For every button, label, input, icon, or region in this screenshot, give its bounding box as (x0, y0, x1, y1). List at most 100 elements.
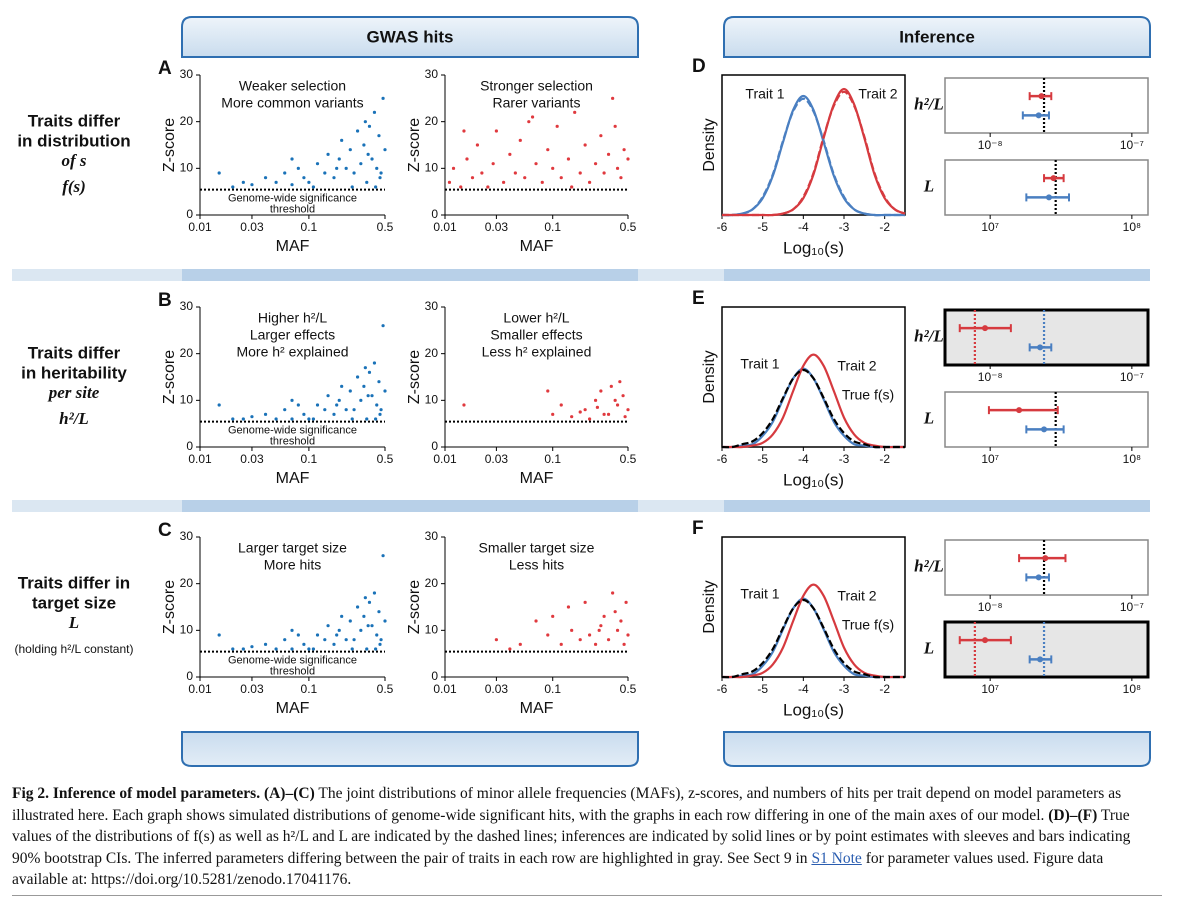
point (587, 633, 592, 637)
point (383, 619, 387, 623)
annotation: More common variants (221, 95, 363, 111)
x-tick-label: 0.1 (301, 682, 318, 696)
point (366, 394, 370, 398)
point (302, 176, 306, 180)
point (326, 394, 330, 398)
point (624, 600, 628, 604)
series-label: True f(s) (842, 387, 894, 403)
point (241, 647, 245, 651)
x-tick-label: 10⁻⁷ (1120, 138, 1144, 152)
point (613, 610, 617, 614)
x-tick-label: -5 (757, 452, 768, 466)
point (365, 180, 369, 184)
point (626, 633, 630, 637)
point (573, 110, 577, 114)
row-band (724, 500, 1150, 512)
point (217, 171, 221, 175)
point (559, 642, 563, 646)
x-tick-label: -5 (757, 682, 768, 696)
point (367, 370, 372, 374)
point (375, 633, 379, 637)
point (217, 633, 221, 637)
point (555, 124, 559, 128)
point (626, 408, 630, 412)
row-label: L (68, 613, 79, 632)
point (311, 417, 315, 421)
point (365, 647, 369, 651)
plot-frame (721, 306, 906, 448)
point (470, 176, 475, 180)
footer-box (181, 731, 639, 767)
point (350, 185, 354, 189)
point (570, 185, 574, 189)
panel-letter: D (692, 56, 706, 77)
point (302, 642, 306, 646)
y-axis-label: Z-score (161, 580, 178, 634)
point (381, 96, 385, 100)
point (447, 180, 452, 184)
point (350, 417, 354, 421)
point (381, 554, 385, 558)
point (332, 642, 336, 646)
row-band (724, 269, 1150, 281)
y-tick-label: 20 (425, 114, 439, 128)
point-estimate (1050, 175, 1057, 182)
x-tick-label: 0.01 (188, 682, 212, 696)
x-axis-label: MAF (276, 700, 310, 717)
y-axis-label: h²/L (914, 94, 944, 113)
point (323, 408, 327, 412)
point (599, 624, 603, 628)
x-tick-label: 0.5 (377, 452, 394, 466)
x-tick-label: 0.5 (377, 682, 394, 696)
point (231, 647, 235, 651)
point (323, 171, 327, 175)
point (283, 408, 287, 412)
point (241, 417, 245, 421)
point (250, 183, 254, 187)
x-axis-label: MAF (276, 238, 310, 255)
point (355, 129, 360, 133)
point (595, 405, 600, 409)
y-axis-label: Z-score (406, 118, 423, 172)
y-axis-label: L (923, 176, 934, 195)
point-estimate (1037, 344, 1044, 351)
y-tick-label: 30 (425, 67, 439, 81)
point (375, 403, 379, 407)
annotation: Larger effects (250, 327, 335, 343)
point (315, 633, 320, 637)
point (619, 619, 623, 623)
x-tick-label: -6 (717, 682, 728, 696)
point (370, 624, 374, 628)
point (352, 171, 356, 175)
point (518, 642, 522, 646)
x-tick-label: 10⁻⁸ (978, 600, 1003, 614)
x-axis-label: MAF (520, 238, 554, 255)
y-tick-label: 20 (180, 346, 194, 360)
point (290, 398, 294, 402)
y-axis-label: h²/L (914, 556, 944, 575)
point (377, 610, 381, 614)
point (377, 134, 381, 138)
point-estimate (1035, 112, 1042, 119)
point-estimate (1037, 656, 1044, 663)
annotation: Larger target size (238, 540, 347, 556)
caption-link[interactable]: S1 Note (811, 849, 862, 867)
x-axis-label: MAF (520, 470, 554, 487)
point (587, 417, 592, 421)
point (583, 600, 587, 604)
annotation: Lower h²/L (503, 310, 569, 326)
point (352, 408, 356, 412)
point (326, 152, 330, 156)
y-tick-label: 30 (180, 529, 194, 543)
caption: Fig 2. Inference of model parameters. (A… (12, 783, 1162, 896)
x-axis-label: MAF (276, 470, 310, 487)
point (335, 166, 339, 170)
x-tick-label: 10⁸ (1123, 682, 1141, 696)
caption-text: (D)–(F) (1048, 806, 1098, 824)
point (323, 638, 327, 642)
x-tick-label: 0.01 (433, 452, 457, 466)
point (619, 176, 623, 180)
x-tick-label: 10⁻⁸ (978, 138, 1003, 152)
x-axis-label: MAF (520, 700, 554, 717)
header-title: GWAS hits (367, 27, 454, 46)
